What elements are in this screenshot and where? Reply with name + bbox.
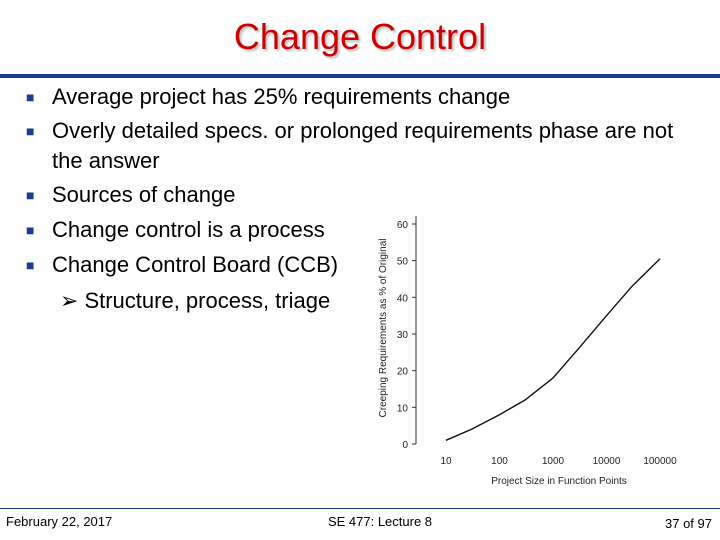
bullet-text: Change Control Board (CCB)	[52, 252, 339, 277]
slide-title: Change Control	[233, 16, 487, 57]
y-tick-label: 30	[397, 330, 409, 341]
sub-bullet: ➢ Structure, process, triage	[60, 286, 330, 316]
bullet-text: Sources of change	[52, 182, 236, 207]
x-tick-label: 10	[440, 456, 452, 467]
footer-course: SE 477: Lecture 8	[327, 514, 433, 529]
requirements-creep-chart: 0 10 20 30 40 50 60 10 100 1000 10000 100000 Projec…	[378, 216, 677, 487]
series-line	[445, 258, 661, 441]
bullet-item: ■ Average project has 25% requirements c…	[26, 82, 706, 112]
title-divider	[0, 74, 720, 78]
y-tick-label: 0	[402, 440, 408, 451]
bullet-item: ■ Overly detailed specs. or prolonged re…	[26, 116, 706, 176]
square-bullet-icon: ■	[26, 222, 35, 238]
bullet-text: Average project has 25% requirements cha…	[52, 84, 511, 109]
square-bullet-icon: ■	[26, 257, 35, 273]
y-axis-label: Creeping Requirements as % of Original	[378, 239, 389, 418]
y-tick-label: 60	[397, 220, 409, 231]
bullet-item: ■ Change Control Board (CCB)	[26, 250, 706, 280]
x-tick-label: 100	[491, 456, 508, 467]
bullet-item: ■ Change control is a process	[26, 215, 706, 245]
chart-series	[445, 258, 661, 441]
square-bullet-icon: ■	[26, 187, 35, 203]
bullet-text: Change control is a process	[52, 217, 325, 242]
x-tick-label: 100000	[643, 456, 677, 467]
footer-page-number: 37 of 97	[665, 516, 712, 531]
chart-ticks: 0 10 20 30 40 50 60 10 100 1000 10000 100000	[397, 220, 677, 467]
square-bullet-icon: ■	[26, 89, 35, 105]
y-tick-label: 20	[397, 367, 409, 378]
x-axis-label: Project Size in Function Points	[491, 476, 627, 487]
x-tick-label: 10000	[593, 456, 621, 467]
sub-bullet-text: Structure, process, triage	[84, 288, 331, 313]
y-tick-label: 40	[397, 293, 409, 304]
x-tick-label: 1000	[542, 456, 565, 467]
y-tick-label: 10	[397, 403, 409, 414]
bullet-text: Overly detailed specs. or prolonged requ…	[52, 118, 674, 173]
bullet-item: ■ Sources of change	[26, 180, 706, 210]
footer-date: February 22, 2017	[6, 514, 113, 529]
footer-divider	[0, 508, 720, 509]
square-bullet-icon: ■	[26, 123, 35, 139]
y-tick-label: 50	[397, 257, 409, 268]
arrow-bullet-icon: ➢	[60, 288, 79, 313]
